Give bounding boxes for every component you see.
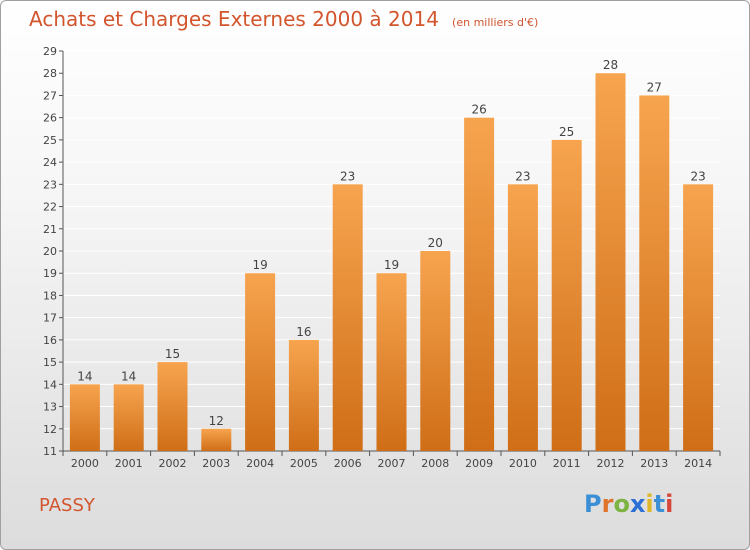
data-labels: 14 14 15 12 19 16 23 19 20 26 23 25 28 27 23 xyxy=(77,58,705,428)
logo-letter: o xyxy=(613,490,630,518)
logo-letter: i xyxy=(645,490,654,518)
title-block: Achats et Charges Externes 2000 à 2014 (… xyxy=(29,7,538,31)
y-tick-label: 16 xyxy=(43,334,57,347)
bar-2011 xyxy=(551,139,582,451)
value-label-2000: 14 xyxy=(77,369,92,383)
value-label-2002: 15 xyxy=(165,347,180,361)
axes: 11 12 13 14 15 16 17 18 19 20 21 22 23 24 25 26 27 28 29 20… xyxy=(43,45,721,470)
y-tick-label: 27 xyxy=(43,89,57,102)
value-label-2014: 23 xyxy=(690,169,705,183)
logo-letter: r xyxy=(601,490,614,518)
y-tick-label: 22 xyxy=(43,201,57,214)
y-tick-label: 13 xyxy=(43,401,57,414)
x-tick-label-2009: 2009 xyxy=(465,457,493,470)
bar-2004 xyxy=(245,273,276,451)
x-tick-label-2012: 2012 xyxy=(597,457,625,470)
y-tick-label: 24 xyxy=(43,156,57,169)
bar-2001 xyxy=(113,384,144,451)
y-tick-label: 26 xyxy=(43,112,57,125)
bar-2006 xyxy=(332,184,363,452)
logo-letter: x xyxy=(629,490,646,518)
x-tick-label-2011: 2011 xyxy=(553,457,581,470)
bar-2003 xyxy=(201,428,232,451)
bar-2013 xyxy=(639,95,670,451)
x-tick-label-2002: 2002 xyxy=(159,457,187,470)
value-label-2008: 20 xyxy=(428,236,443,250)
value-label-2007: 19 xyxy=(384,258,399,272)
x-tick-label-2003: 2003 xyxy=(202,457,230,470)
y-tick-label: 15 xyxy=(43,356,57,369)
y-tick-label: 20 xyxy=(43,245,57,258)
bar-2009 xyxy=(464,117,495,452)
value-label-2013: 27 xyxy=(647,80,662,94)
y-tick-label: 11 xyxy=(43,445,57,458)
value-label-2009: 26 xyxy=(471,103,486,117)
bar-2014 xyxy=(683,184,714,452)
chart-subtitle: (en milliers d'€) xyxy=(452,16,539,29)
y-tick-label: 29 xyxy=(43,45,57,58)
y-tick-label: 21 xyxy=(43,223,57,236)
value-label-2006: 23 xyxy=(340,169,355,183)
y-tick-label: 19 xyxy=(43,267,57,280)
value-label-2012: 28 xyxy=(603,58,618,72)
y-tick-label: 18 xyxy=(43,289,57,302)
x-tick-label-2004: 2004 xyxy=(246,457,274,470)
x-tick-label-2006: 2006 xyxy=(334,457,362,470)
value-label-2010: 23 xyxy=(515,169,530,183)
bar-2008 xyxy=(420,251,451,451)
value-label-2011: 25 xyxy=(559,125,574,139)
x-tick-label-2001: 2001 xyxy=(115,457,143,470)
x-tick-label-2013: 2013 xyxy=(640,457,668,470)
x-tick-label-2007: 2007 xyxy=(378,457,406,470)
x-tick-label-2008: 2008 xyxy=(421,457,449,470)
value-label-2004: 19 xyxy=(252,258,267,272)
chart-title: Achats et Charges Externes 2000 à 2014 xyxy=(29,7,439,31)
bar-2005 xyxy=(288,339,319,451)
value-label-2001: 14 xyxy=(121,369,136,383)
bar-2002 xyxy=(157,362,188,451)
logo-letter: P xyxy=(584,490,602,518)
bars xyxy=(69,73,714,452)
bar-2010 xyxy=(507,184,538,452)
bar-2007 xyxy=(376,273,407,451)
commune-name: PASSY xyxy=(39,495,95,516)
x-tick-label-2000: 2000 xyxy=(71,457,99,470)
x-tick-label-2014: 2014 xyxy=(684,457,712,470)
value-label-2005: 16 xyxy=(296,325,311,339)
y-tick-label: 28 xyxy=(43,67,57,80)
value-label-2003: 12 xyxy=(209,414,224,428)
x-tick-label-2010: 2010 xyxy=(509,457,537,470)
y-tick-label: 12 xyxy=(43,423,57,436)
y-tick-label: 14 xyxy=(43,378,57,391)
proxiti-logo: Proxiti xyxy=(584,490,673,518)
y-tick-label: 17 xyxy=(43,312,57,325)
y-tick-label: 25 xyxy=(43,134,57,147)
x-tick-label-2005: 2005 xyxy=(290,457,318,470)
logo-letter: t xyxy=(653,490,666,518)
y-tick-label: 23 xyxy=(43,178,57,191)
bar-2000 xyxy=(69,384,100,451)
logo-letter: i xyxy=(665,490,674,518)
bar-2012 xyxy=(595,73,626,451)
